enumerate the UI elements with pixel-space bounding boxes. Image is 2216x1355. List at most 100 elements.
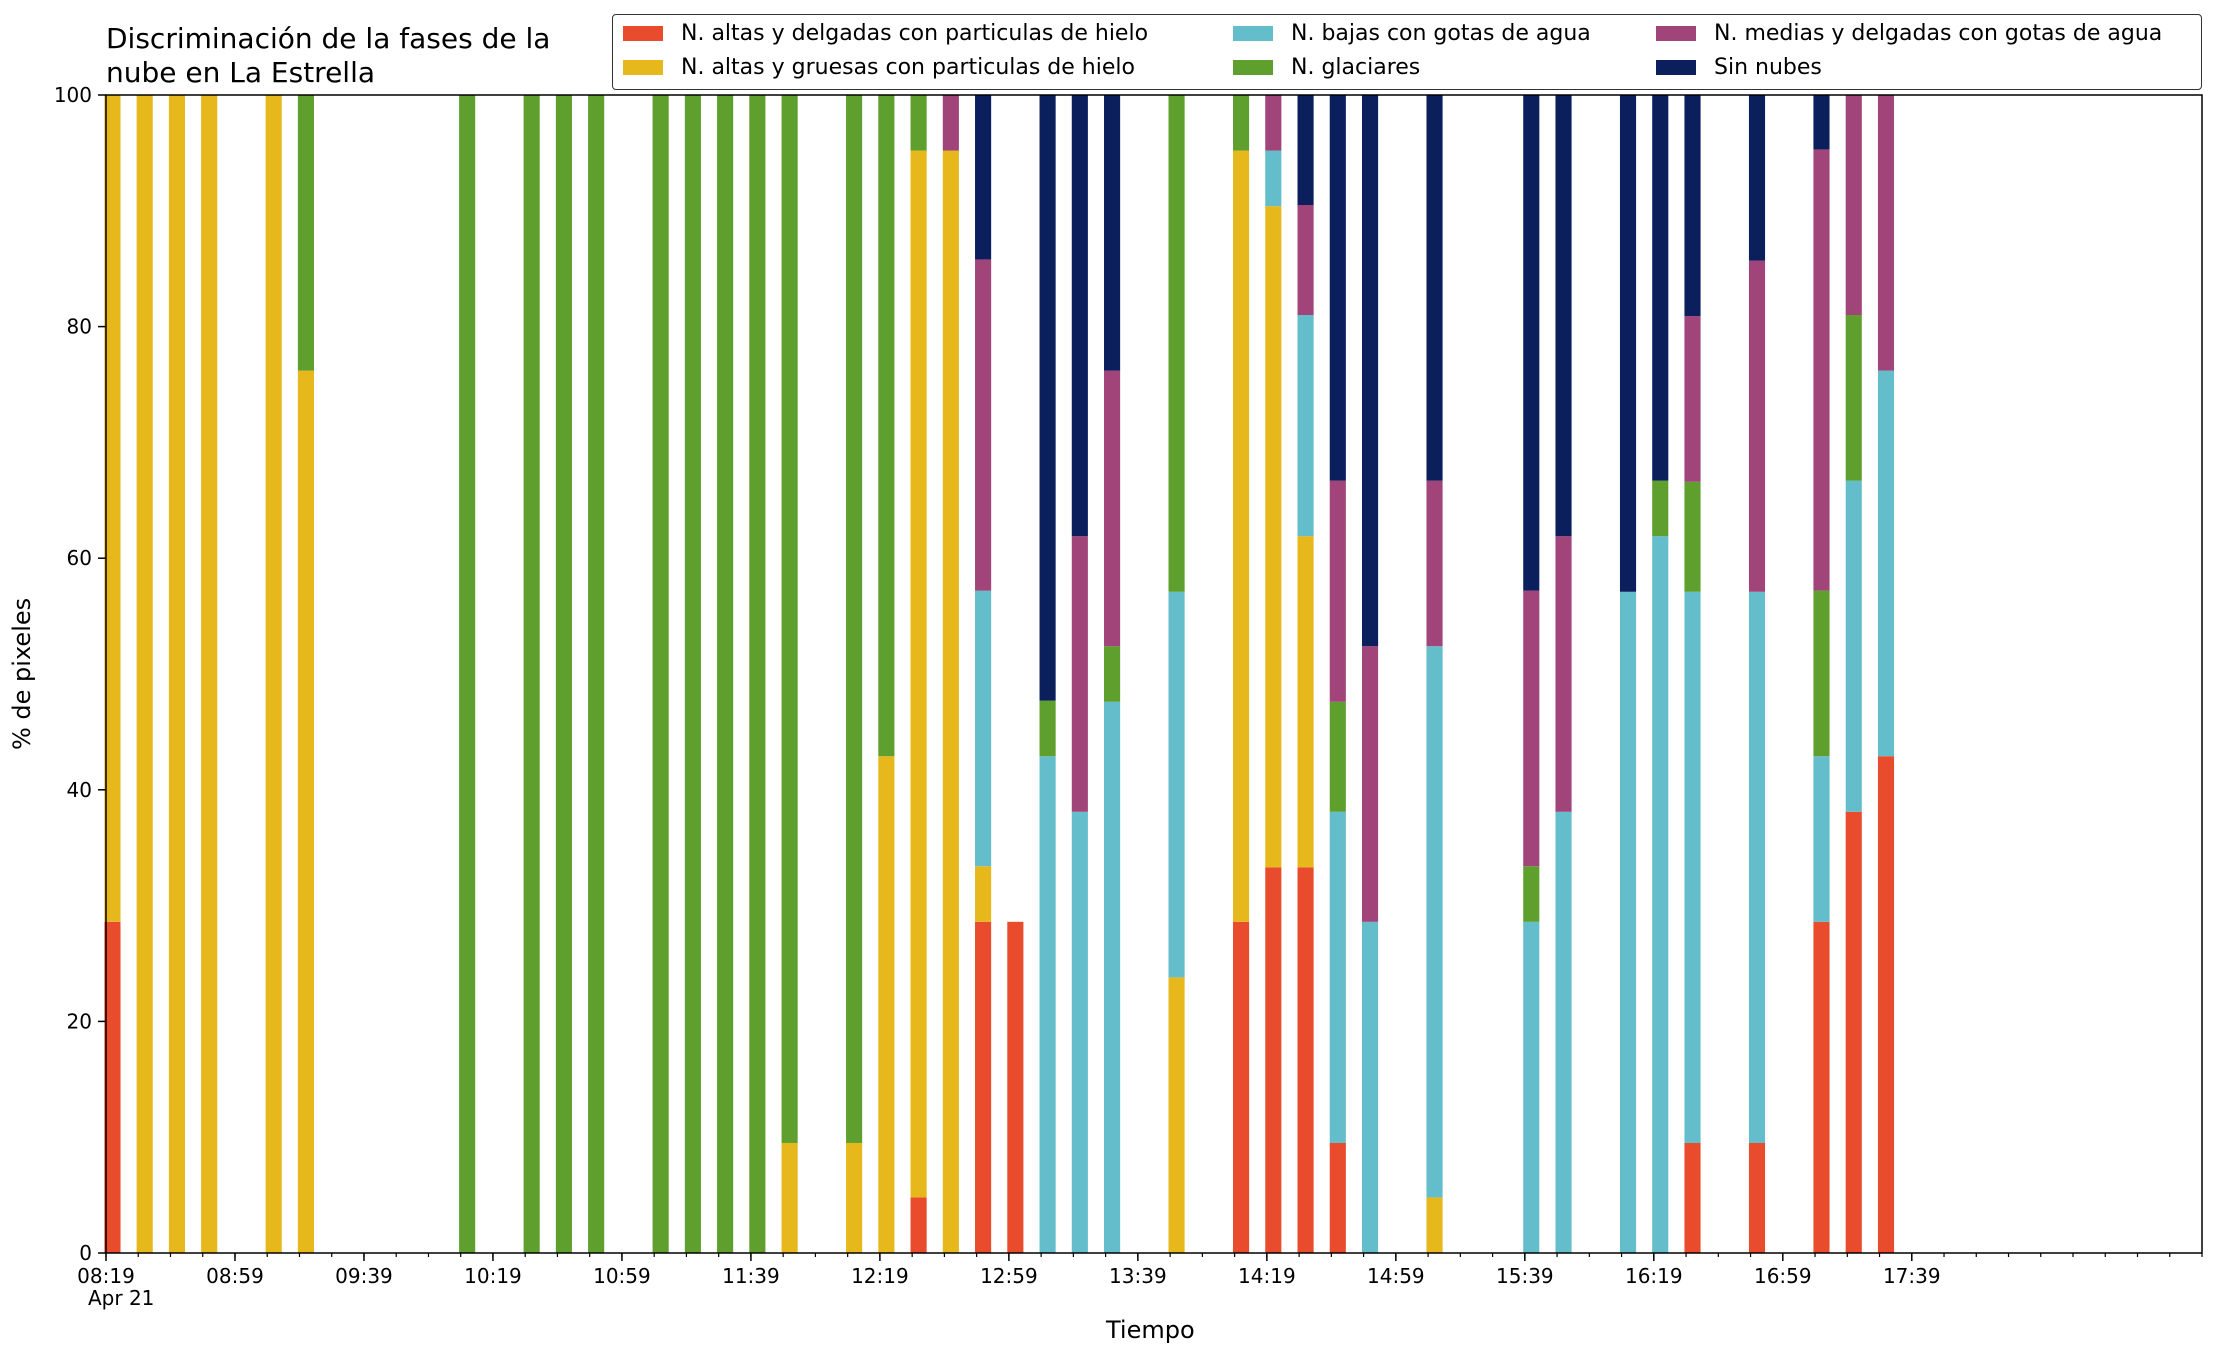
bars-layer (104, 95, 1895, 1254)
bar-segment (1684, 316, 1701, 482)
legend-label: Sin nubes (1714, 55, 1822, 80)
bar-segment (1813, 95, 1830, 150)
bar-segment (781, 1142, 798, 1253)
bar-segment (1329, 1142, 1346, 1253)
y-tick-label: 100 (54, 83, 92, 107)
bar-segment (1426, 1197, 1443, 1253)
bar-segment (1168, 591, 1185, 978)
bar-segment (1748, 591, 1766, 1143)
bar-segment (1813, 756, 1830, 922)
legend-label: N. altas y delgadas con particulas de hi… (681, 21, 1149, 46)
bar-segment (1168, 95, 1185, 592)
bar-segment (1104, 95, 1121, 371)
plot-frame (105, 94, 2203, 1254)
x-tick-label: 09:39 (335, 1264, 393, 1288)
bar-segment (1329, 811, 1346, 1143)
bar-segment (1523, 95, 1540, 591)
bar-segment (1813, 149, 1830, 591)
bar-segment (1039, 95, 1056, 701)
x-tick-label: 13:39 (1109, 1264, 1167, 1288)
legend-label: N. glaciares (1291, 55, 1421, 80)
bar-segment (1104, 370, 1121, 647)
bar-segment (1523, 590, 1540, 867)
bar-segment (1361, 95, 1379, 647)
legend-swatch (1656, 26, 1696, 41)
bar-segment (1039, 756, 1056, 1253)
bar-segment (136, 95, 153, 1253)
bar-segment (1555, 95, 1572, 537)
bar-segment (975, 866, 992, 922)
bar-segment (942, 95, 959, 151)
bar-segment (1652, 480, 1669, 537)
bar-segment (1748, 1142, 1766, 1253)
x-tick-label: 17:39 (1883, 1264, 1941, 1288)
bar-segment (1845, 315, 1862, 481)
bar-segment (684, 95, 701, 1253)
bar-segment (1684, 591, 1701, 1143)
bar-segment (1329, 95, 1346, 481)
bar-segment (1555, 536, 1572, 812)
x-tick-label: 10:19 (464, 1264, 522, 1288)
bar-segment (1684, 481, 1701, 592)
legend-swatch (1233, 26, 1273, 41)
bar-segment (1104, 701, 1121, 1253)
legend-swatch (1656, 60, 1696, 75)
bar-segment (201, 95, 218, 1253)
legend-label: N. medias y delgadas con gotas de agua (1714, 21, 2163, 46)
bar-segment (1297, 536, 1314, 868)
bar-segment (878, 756, 895, 1253)
legend-item: N. glaciares (1233, 55, 1420, 80)
bar-segment (878, 95, 895, 757)
bar-segment (717, 95, 734, 1253)
x-tick-label: 11:39 (722, 1264, 780, 1288)
bar-segment (1555, 811, 1572, 1253)
bar-segment (652, 95, 669, 1253)
x-tick-label: 08:19 (77, 1264, 135, 1288)
bar-segment (555, 95, 572, 1253)
bar-segment (1361, 921, 1379, 1253)
bar-segment (1039, 700, 1056, 757)
axes-layer: 0 20 40 60 80 100 08:19 08:59 09:39 10:19 10:59 11:… (54, 83, 2203, 1288)
bar-segment (1265, 150, 1282, 207)
bar-segment (1619, 95, 1637, 592)
legend-label: N. altas y gruesas con particulas de hie… (681, 55, 1135, 80)
bar-segment (1845, 95, 1862, 316)
bar-segment (1877, 756, 1895, 1253)
bar-segment (1684, 95, 1701, 317)
bar-segment (1297, 205, 1314, 316)
bar-segment (1071, 95, 1088, 537)
x-axis-label: Tiempo (1106, 1316, 1195, 1344)
bar-segment (1329, 701, 1346, 812)
bar-segment (1168, 977, 1185, 1253)
bar-segment (1619, 591, 1637, 1253)
legend-item: N. altas y delgadas con particulas de hi… (623, 21, 1148, 46)
bar-segment (846, 1142, 863, 1253)
legend-item: N. bajas con gotas de agua (1233, 21, 1591, 46)
bar-segment (942, 150, 959, 1254)
bar-segment (1233, 95, 1250, 151)
chart-title: Discriminación de la fases de la nube en… (106, 22, 551, 89)
legend-item: N. altas y gruesas con particulas de hie… (623, 55, 1135, 80)
bar-segment (1877, 95, 1895, 371)
bar-segment (749, 95, 766, 1253)
bar-segment (265, 95, 282, 1253)
bar-segment (1426, 95, 1443, 481)
bar-segment (1652, 536, 1669, 1253)
x-tick-label: 14:19 (1238, 1264, 1296, 1288)
bar-segment (297, 95, 314, 371)
x-tick-label: 16:59 (1754, 1264, 1812, 1288)
legend-item: Sin nubes (1656, 55, 1822, 80)
x-tick-label: 14:59 (1367, 1264, 1425, 1288)
bar-segment (846, 95, 863, 1143)
legend-swatch (1233, 60, 1273, 75)
x-tick-label: 15:39 (1496, 1264, 1554, 1288)
bar-segment (1748, 95, 1766, 261)
bar-segment (588, 95, 605, 1253)
bar-segment (1071, 811, 1088, 1253)
bar-segment (781, 95, 798, 1143)
bar-segment (1845, 480, 1862, 812)
bar-segment (1652, 95, 1669, 481)
y-tick-label: 40 (67, 778, 92, 802)
legend: N. altas y delgadas con particulas de hi… (612, 14, 2202, 90)
